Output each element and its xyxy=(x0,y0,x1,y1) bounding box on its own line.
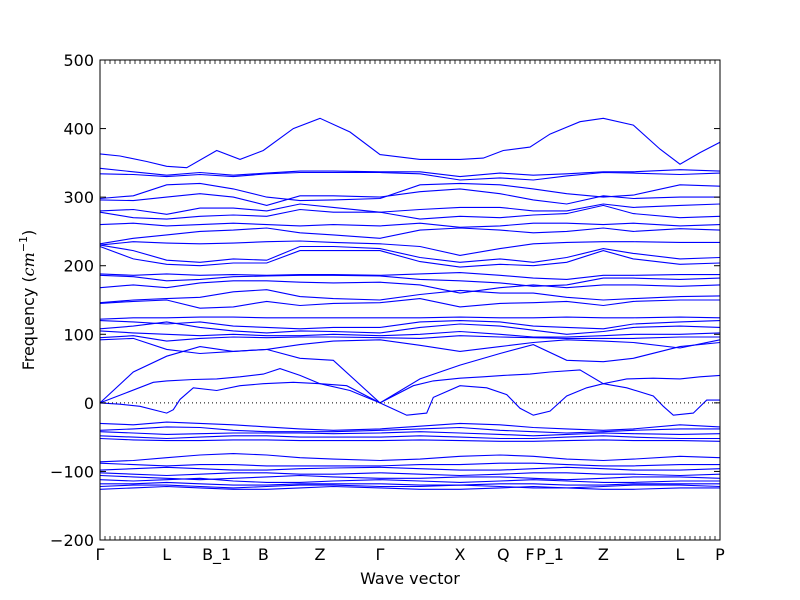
phonon-band-36 xyxy=(99,474,721,481)
phonon-band-14 xyxy=(99,274,721,287)
phonon-band-10 xyxy=(99,240,720,256)
phonon-band-25 xyxy=(99,368,721,404)
phonon-band-33 xyxy=(99,462,720,467)
phonon-band-28 xyxy=(99,426,720,434)
phonon-band-5 xyxy=(99,188,720,206)
phonon-band-35 xyxy=(99,472,721,477)
y-tick-label: 200 xyxy=(63,257,94,276)
phonon-band-9 xyxy=(99,227,721,245)
phonon-band-8 xyxy=(99,222,721,228)
y-axis-label: Frequency (cm−1) xyxy=(17,230,38,371)
phonon-band-13 xyxy=(99,272,720,280)
phonon-band-21 xyxy=(99,330,721,338)
phonon-band-1 xyxy=(99,117,721,169)
phonon-band-6 xyxy=(99,203,721,215)
y-tick-label: 0 xyxy=(84,394,94,413)
phonon-band-23 xyxy=(99,337,721,355)
phonon-band-16 xyxy=(99,289,721,304)
phonon-band-39 xyxy=(99,484,721,489)
y-tick-label: −200 xyxy=(50,531,94,550)
phonon-band-22 xyxy=(99,335,720,342)
x-tick-label: L xyxy=(676,545,685,564)
x-tick-label: B_1 xyxy=(202,545,231,565)
x-tick-label: P_1 xyxy=(536,545,564,565)
y-tick-label: 400 xyxy=(63,120,94,139)
x-tick-label: Z xyxy=(598,545,609,564)
phonon-band-7 xyxy=(99,204,721,220)
x-tick-label: P xyxy=(715,545,725,564)
x-tick-label: X xyxy=(455,545,466,564)
phonon-band-19 xyxy=(99,320,721,330)
x-tick-label: B xyxy=(258,545,269,564)
x-axis-label: Wave vector xyxy=(360,569,460,588)
x-tick-label: Γ xyxy=(376,545,385,564)
y-axis-label-unit: cm xyxy=(19,252,38,276)
phonon-band-37 xyxy=(99,477,720,483)
y-axis-label-text: Frequency ( xyxy=(19,276,38,370)
phonon-band-18 xyxy=(99,316,721,320)
phonon-band-12 xyxy=(99,245,721,268)
bands-layer xyxy=(99,117,721,490)
phonon-band-11 xyxy=(99,244,721,263)
phonon-band-17 xyxy=(99,298,720,309)
phonon-band-31 xyxy=(99,437,721,442)
phonon-band-27 xyxy=(99,421,721,431)
phonon-band-32 xyxy=(99,453,721,463)
y-tick-label: 300 xyxy=(63,188,94,207)
x-tick-labels: Γ L B_1 B Z Γ X Q F P_1 Z L P xyxy=(96,545,726,565)
plot-frame xyxy=(99,59,721,541)
phonon-band-20 xyxy=(99,321,721,335)
phonon-band-34 xyxy=(99,466,721,471)
y-tick-label: 100 xyxy=(63,325,94,344)
ticks-layer xyxy=(99,59,721,541)
x-tick-label: Q xyxy=(497,545,510,564)
y-tick-labels: −200 −100 0 100 200 300 400 500 xyxy=(50,51,94,550)
y-tick-label: 500 xyxy=(63,51,94,70)
phonon-band-15 xyxy=(99,280,721,294)
phonon-band-24 xyxy=(99,341,721,404)
phonon-band-2 xyxy=(99,167,721,178)
phonon-band-29 xyxy=(99,431,721,437)
phonon-band-30 xyxy=(99,435,720,440)
x-tick-label: Γ xyxy=(96,545,105,564)
phonon-band-40 xyxy=(99,485,720,490)
x-tick-label: F xyxy=(525,545,534,564)
x-tick-label: Z xyxy=(315,545,326,564)
phonon-band-3 xyxy=(99,171,721,181)
y-axis-label-exponent: −1 xyxy=(17,236,30,252)
y-axis-label-close: ) xyxy=(19,230,38,236)
x-tick-label: L xyxy=(162,545,171,564)
phonon-band-38 xyxy=(100,481,720,486)
y-tick-label: −100 xyxy=(50,462,94,481)
phonon-band-26 xyxy=(99,381,720,416)
